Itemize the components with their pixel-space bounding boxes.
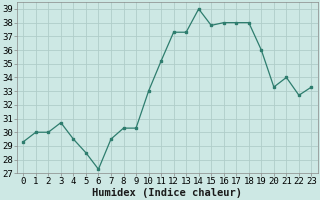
X-axis label: Humidex (Indice chaleur): Humidex (Indice chaleur) — [92, 188, 242, 198]
